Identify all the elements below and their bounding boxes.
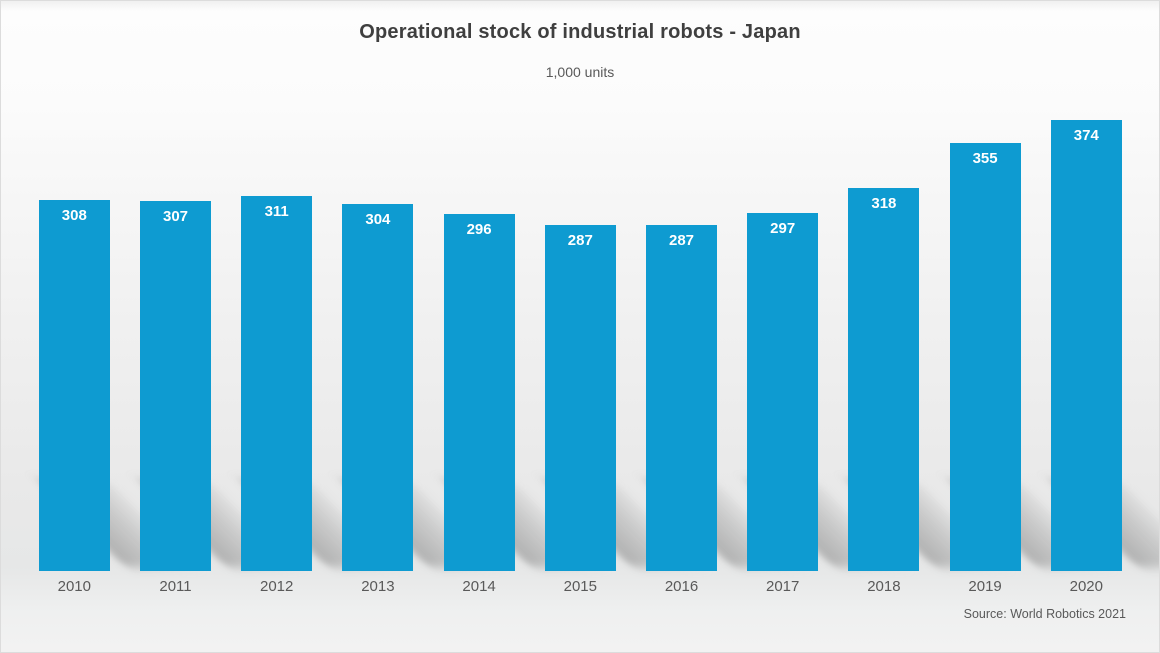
x-axis-label: 2012 [260,578,294,595]
bar-2015: 287 [544,225,616,571]
bar-value-label: 297 [770,220,796,237]
bar-value-label: 304 [365,211,391,228]
x-axis-label: 2014 [462,578,496,595]
bar-value-label: 374 [1073,127,1099,144]
bar-value-label: 355 [972,150,998,167]
source-note: Source: World Robotics 2021 [963,607,1126,621]
x-axis-label: 2017 [766,578,800,595]
bar-2012: 311 [241,196,313,571]
chart-units-subtitle: 1,000 units [545,64,615,80]
x-axis-label: 2020 [1069,578,1103,595]
x-axis-label: 2015 [563,578,597,595]
bar-2018: 318 [848,188,920,571]
bar-value-label: 308 [61,207,87,224]
bar-2013: 304 [342,204,414,571]
x-axis-label: 2018 [867,578,901,595]
bar-2011: 307 [140,201,211,571]
chart-title: Operational stock of industrial robots -… [359,21,801,43]
x-axis-label: 2013 [361,578,395,595]
bar-2010: 308 [38,200,110,571]
bar-2017: 297 [747,213,819,571]
bar-value-label: 287 [668,232,695,249]
bar-2020: 374 [1050,120,1122,571]
x-axis-label: 2010 [57,578,91,595]
bar-2019: 355 [949,143,1021,571]
bar-value-label: 296 [466,221,492,238]
x-axis-label: 2016 [664,578,699,595]
x-axis-label: 2019 [968,578,1002,595]
bar-2014: 296 [443,214,515,571]
bar-value-label: 311 [264,203,289,220]
bar-value-label: 307 [162,208,189,225]
bar-value-label: 318 [871,195,897,212]
bar-2016: 287 [646,225,717,571]
bar-value-label: 287 [567,232,593,249]
x-axis-label: 2011 [159,578,192,595]
